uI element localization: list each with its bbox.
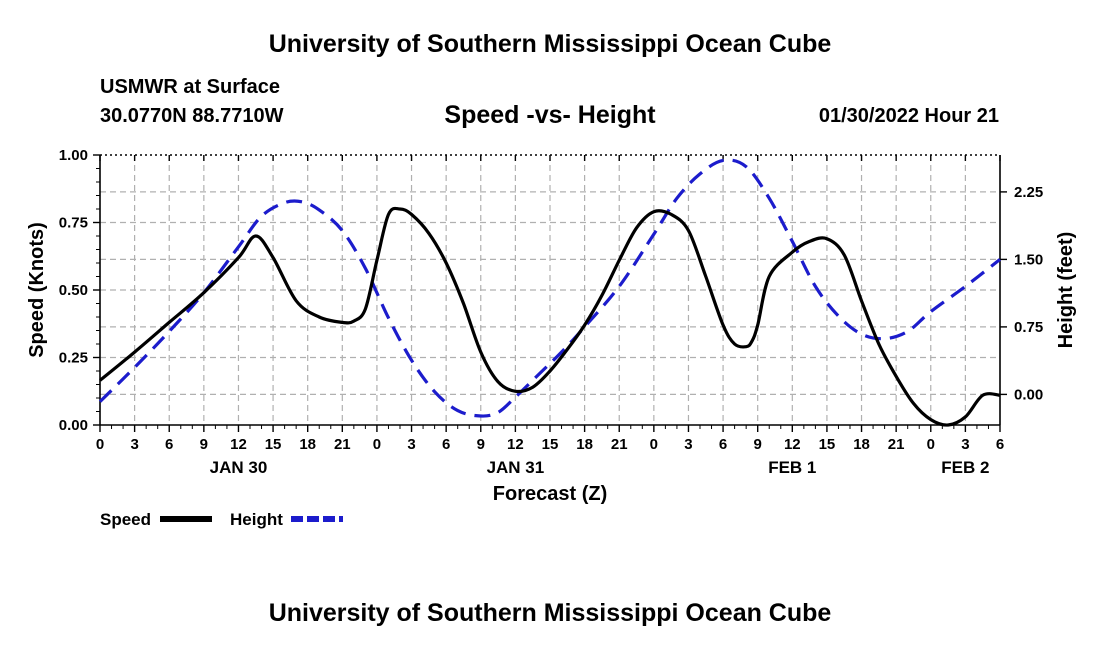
x-tick-label: 21: [888, 436, 905, 453]
x-tick-label: 9: [200, 436, 208, 453]
x-tick-label: 3: [684, 436, 692, 453]
chart-grid: [100, 155, 1000, 425]
forecast-datetime: 01/30/2022 Hour 21: [818, 105, 999, 127]
day-label: FEB 1: [768, 458, 816, 477]
y-right-axis-title: Height (feet): [1055, 232, 1077, 349]
x-tick-label: 6: [442, 436, 450, 453]
y-left-axis-title: Speed (Knots): [26, 222, 48, 358]
x-tick-label: 12: [230, 436, 247, 453]
x-tick-label: 0: [927, 436, 935, 453]
chart-axes: 0 3 6 9 12 15 18 21 0 3 6 9 12 15 18 21 0 3 6 9 12 15 18 21 0 3 6 J…: [26, 147, 1077, 505]
station-coordinates: 30.0770N 88.7710W: [100, 105, 284, 127]
x-tick-label: 9: [754, 436, 762, 453]
x-tick-label: 18: [576, 436, 593, 453]
day-label: JAN 31: [487, 458, 545, 477]
series-line-speed: [98, 206, 1001, 427]
x-tick-label: 18: [853, 436, 870, 453]
day-label: JAN 30: [210, 458, 268, 477]
y-right-tick-label: 0.00: [1014, 386, 1043, 403]
x-tick-label: 15: [819, 436, 836, 453]
chart-legend: Speed Height: [100, 510, 343, 529]
x-tick-label: 21: [334, 436, 351, 453]
x-tick-label: 0: [373, 436, 381, 453]
x-tick-label: 6: [996, 436, 1004, 453]
chart-series: [98, 158, 1001, 427]
footer-title: University of Southern Mississippi Ocean…: [268, 599, 832, 627]
y-left-tick-label: 0.00: [59, 417, 88, 434]
legend-label-speed: Speed: [100, 510, 151, 529]
x-tick-label: 12: [784, 436, 801, 453]
y-right-tick-label: 1.50: [1014, 251, 1043, 268]
x-tick-label: 15: [542, 436, 559, 453]
x-tick-label: 0: [650, 436, 658, 453]
y-left-tick-label: 1.00: [59, 147, 88, 164]
station-label: USMWR at Surface: [100, 76, 281, 98]
x-tick-label: 15: [265, 436, 282, 453]
x-tick-label: 0: [96, 436, 104, 453]
x-tick-label: 3: [961, 436, 969, 453]
x-tick-label: 6: [719, 436, 727, 453]
chart-subtitle: Speed -vs- Height: [444, 101, 656, 129]
legend-label-height: Height: [230, 510, 283, 529]
x-tick-label: 18: [299, 436, 316, 453]
x-tick-label: 21: [611, 436, 628, 453]
x-axis-title: Forecast (Z): [493, 483, 607, 505]
y-left-tick-label: 0.50: [59, 282, 88, 299]
y-left-tick-label: 0.25: [59, 350, 88, 367]
series-line-height: [98, 158, 1001, 418]
x-tick-label: 9: [477, 436, 485, 453]
y-right-tick-label: 0.75: [1014, 319, 1043, 336]
y-left-tick-label: 0.75: [59, 215, 88, 232]
x-tick-label: 3: [130, 436, 138, 453]
x-tick-label: 3: [407, 436, 415, 453]
y-right-tick-label: 2.25: [1014, 184, 1043, 201]
page-title: University of Southern Mississippi Ocean…: [268, 30, 832, 58]
x-tick-label: 6: [165, 436, 173, 453]
day-label: FEB 2: [941, 458, 989, 477]
x-tick-label: 12: [507, 436, 524, 453]
